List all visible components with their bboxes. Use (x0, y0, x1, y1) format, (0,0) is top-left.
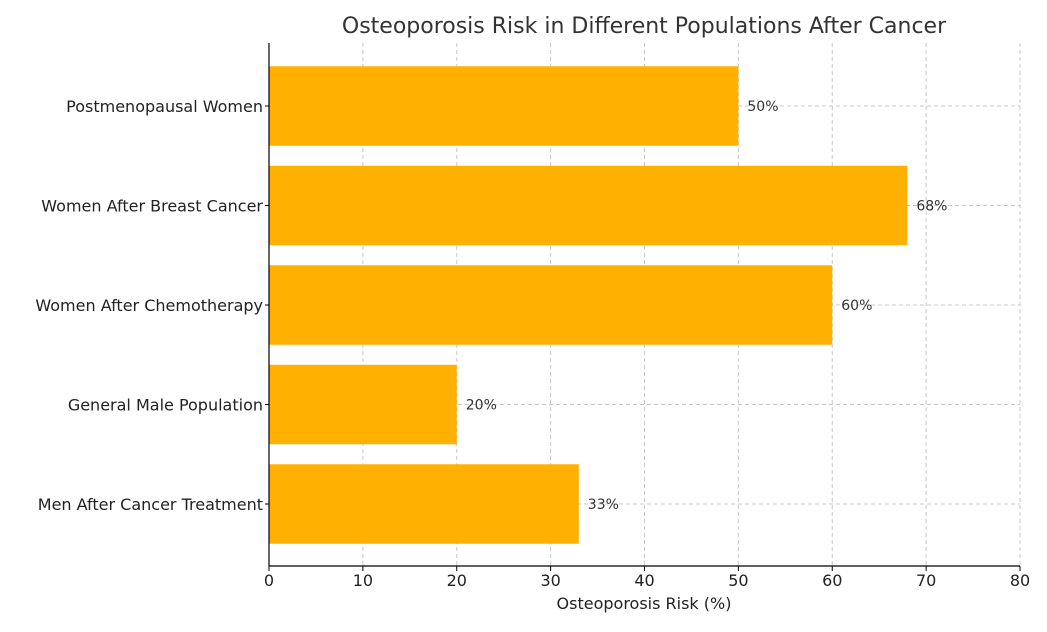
x-tick-label: 30 (540, 571, 560, 590)
x-tick-label: 20 (447, 571, 467, 590)
y-tick-label: Postmenopausal Women (66, 97, 263, 116)
x-tick-label: 50 (728, 571, 748, 590)
axes-layer (265, 43, 1021, 571)
x-axis-label: Osteoporosis Risk (%) (557, 594, 732, 613)
bars-layer (269, 66, 908, 544)
x-tick-label: 10 (353, 571, 373, 590)
bar (269, 364, 457, 445)
data-label: 20% (466, 398, 497, 414)
data-label: 60% (841, 298, 872, 314)
x-tick-label: 0 (264, 571, 274, 590)
bar (269, 165, 908, 246)
labels-layer: Postmenopausal Women 50% Women After Breas… (35, 97, 1030, 590)
x-tick-label: 80 (1010, 571, 1030, 590)
data-label: 68% (916, 199, 947, 215)
bar (269, 66, 739, 146)
data-label: 33% (588, 497, 619, 513)
y-tick-label: Women After Chemotherapy (35, 296, 263, 315)
x-tick-label: 70 (916, 571, 936, 590)
data-label: 50% (747, 99, 778, 115)
y-tick-label: General Male Population (68, 396, 263, 415)
x-tick-label: 40 (634, 571, 654, 590)
bar (269, 464, 579, 544)
chart-title: Osteoporosis Risk in Different Populatio… (342, 14, 947, 39)
bar (269, 265, 833, 345)
y-tick-label: Men After Cancer Treatment (38, 495, 263, 514)
x-tick-label: 60 (822, 571, 842, 590)
y-tick-label: Women After Breast Cancer (41, 197, 263, 216)
